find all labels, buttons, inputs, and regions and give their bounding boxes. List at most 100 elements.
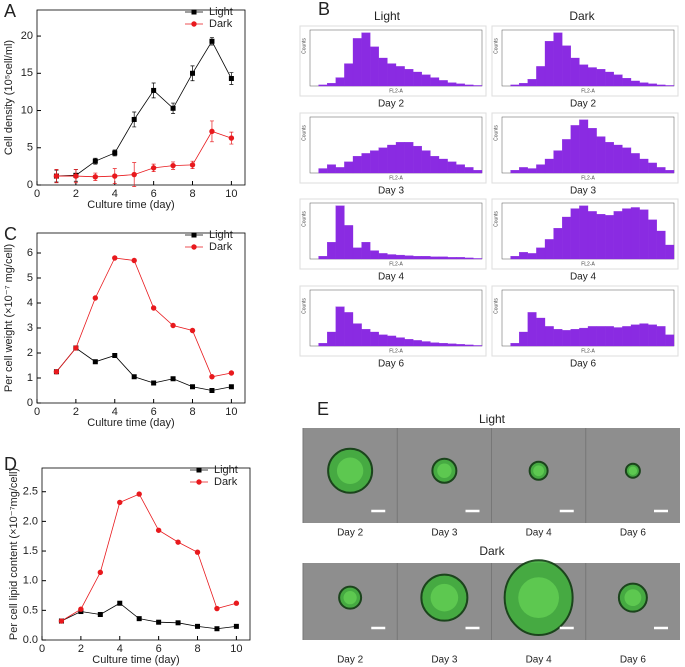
histogram-bar (527, 79, 537, 87)
x-tick-label: 4 (112, 406, 118, 418)
y-axis-label: Per cell lipid content (×10⁻⁷mg/cell) (8, 468, 20, 640)
histogram-bar (665, 334, 675, 347)
point (97, 569, 104, 576)
y-tick-label: 15 (21, 67, 33, 79)
histogram-bar (630, 324, 640, 347)
y-tick-label: 1.5 (23, 545, 38, 557)
y-tick-label: 20 (21, 30, 33, 42)
point (170, 162, 176, 169)
histogram-bar (473, 170, 483, 174)
day-label: Day 6 (620, 528, 647, 539)
x-axis-label: FL2-A (581, 175, 595, 181)
x-axis-label: FL2-A (581, 348, 595, 354)
histogram-bar (370, 150, 379, 174)
histogram-bar (413, 145, 422, 174)
legend-label: Light (209, 6, 233, 18)
x-axis-label: FL2-A (389, 175, 403, 181)
day-label: Day 3 (431, 655, 458, 666)
x-axis-label: FL2-A (389, 88, 403, 94)
histogram-bar (519, 167, 528, 174)
histogram-bar (570, 125, 580, 174)
histogram-bar (352, 156, 362, 174)
histogram-bar (656, 230, 666, 260)
x-tick-label: 10 (225, 406, 237, 418)
point (150, 165, 157, 171)
x-tick-label: 6 (151, 188, 157, 200)
plot-frame (36, 9, 246, 186)
x-tick-label: 0 (39, 643, 45, 655)
point (73, 345, 79, 351)
histogram-bar (378, 147, 388, 174)
x-tick-label: 2 (73, 188, 79, 200)
histogram-bar (587, 211, 597, 260)
histogram-bar (327, 164, 336, 174)
histogram-bar (318, 84, 328, 87)
point (151, 87, 157, 93)
histogram-bar (648, 324, 657, 347)
y-tick-label: 0 (27, 179, 33, 191)
histogram-bar (613, 74, 623, 87)
histogram-bar (656, 167, 666, 174)
histogram-bar (562, 45, 571, 87)
histogram-bar (639, 82, 649, 87)
histogram-bar (370, 331, 379, 347)
histogram-bar (639, 209, 649, 260)
histogram-bar (404, 255, 414, 260)
histogram-bar (605, 326, 614, 347)
point (92, 158, 98, 164)
histogram-bar (544, 326, 554, 347)
histogram-bar (361, 242, 371, 260)
histogram-bar (327, 242, 336, 260)
histogram-bar (579, 119, 589, 174)
histogram-bar (562, 216, 571, 260)
y-tick-label: 10 (21, 104, 33, 116)
point (92, 174, 99, 180)
y-axis-label: Counts (493, 298, 499, 314)
histogram-bar (553, 228, 563, 260)
x-tick-label: 0 (34, 188, 40, 200)
panel-label: E (317, 399, 329, 419)
panel-label: D (4, 454, 17, 474)
histogram-bar (622, 147, 632, 174)
point (194, 549, 201, 555)
legend-marker (196, 479, 202, 485)
x-tick-label: 4 (117, 643, 123, 655)
histogram-bar (553, 150, 563, 174)
point (117, 499, 123, 506)
histogram-bar (613, 327, 623, 347)
y-tick-label: 1.0 (23, 575, 38, 587)
legend-label: Light (209, 229, 233, 241)
histogram-bar (395, 66, 405, 87)
y-tick-label: 0 (27, 397, 33, 409)
histogram-bar (639, 323, 649, 347)
point (150, 305, 157, 311)
panel-frame (299, 25, 487, 97)
x-axis-label: Culture time (day) (87, 417, 174, 429)
legend-marker (191, 9, 197, 15)
day-label: Day 4 (526, 528, 553, 539)
point (78, 606, 84, 612)
histogram-bar (605, 215, 614, 260)
histogram-bar (665, 244, 675, 260)
x-axis-label: FL2-A (581, 88, 595, 94)
panel-title: Day 3 (570, 186, 597, 197)
histogram-bar (395, 254, 405, 260)
histogram-bar (361, 32, 371, 87)
histogram-bar (421, 74, 431, 87)
histogram-bar (378, 334, 388, 347)
point (131, 116, 137, 122)
y-tick-label: 0.0 (23, 634, 38, 646)
histogram-bar (570, 208, 580, 260)
point (156, 619, 162, 625)
histogram-bar (639, 158, 649, 174)
panel-frame (299, 112, 487, 184)
y-axis-label: Per cell weight (×10⁻⁷ mg/cell) (3, 244, 15, 392)
histogram-bar (318, 256, 328, 260)
point (190, 384, 196, 390)
y-tick-label: 2.0 (23, 515, 38, 527)
panel-title: Day 3 (378, 186, 405, 197)
point (73, 173, 79, 179)
histogram-bar (553, 32, 563, 87)
point (175, 620, 181, 626)
histogram-bar (544, 158, 554, 174)
